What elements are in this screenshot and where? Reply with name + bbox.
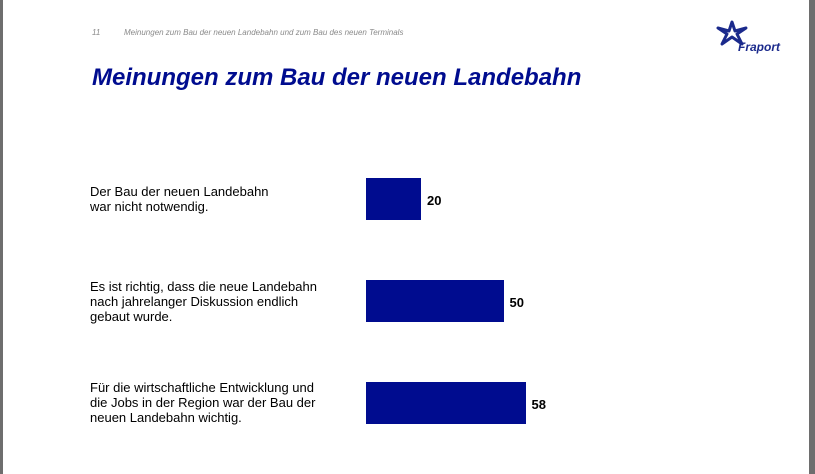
value-label: 58	[531, 397, 546, 412]
category-label: Der Bau der neuen Landebahn war nicht no…	[90, 184, 269, 214]
bar	[366, 382, 526, 424]
value-label: 20	[427, 193, 442, 208]
logo-text: Fraport	[738, 40, 780, 54]
category-label: Es ist richtig, dass die neue Landebahn …	[90, 279, 317, 324]
category-label: Für die wirtschaftliche Entwicklung und …	[90, 380, 316, 425]
bar	[366, 178, 421, 220]
bar	[366, 280, 504, 322]
right-frame-border	[809, 0, 815, 474]
running-header: Meinungen zum Bau der neuen Landebahn un…	[124, 28, 404, 37]
fraport-logo: Fraport	[712, 20, 802, 60]
page-number: 11	[92, 28, 101, 37]
left-frame-border	[0, 0, 3, 474]
page-title: Meinungen zum Bau der neuen Landebahn	[92, 64, 582, 91]
star-logo-icon	[716, 20, 748, 46]
value-label: 50	[509, 295, 524, 310]
